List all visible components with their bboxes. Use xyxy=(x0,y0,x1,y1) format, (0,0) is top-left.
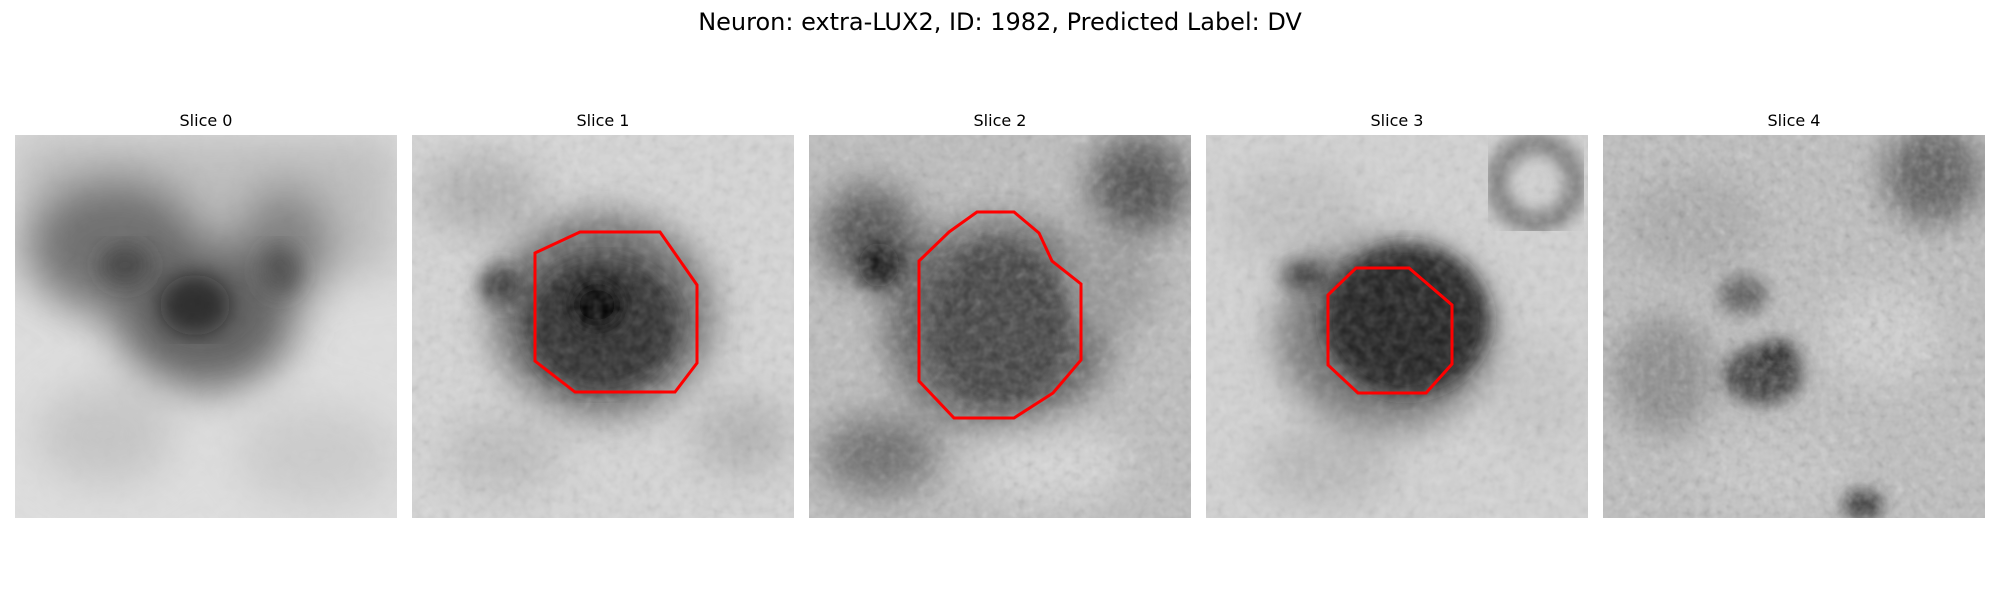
microscopy-slice-image xyxy=(412,135,794,518)
roi-contour xyxy=(1326,266,1454,395)
figure-title: Neuron: extra-LUX2, ID: 1982, Predicted … xyxy=(698,8,1302,36)
slice-panel-4: Slice 4 xyxy=(1603,108,1985,518)
slice-title: Slice 0 xyxy=(179,111,233,130)
microscopy-slice-image xyxy=(1206,135,1588,518)
microscopy-slice-image xyxy=(809,135,1191,518)
slice-title: Slice 1 xyxy=(576,111,630,130)
slice-title: Slice 3 xyxy=(1370,111,1424,130)
microscopy-slice-image xyxy=(1603,135,1985,518)
slice-panel-1: Slice 1 xyxy=(412,108,794,518)
microscopy-slice-image xyxy=(15,135,397,518)
roi-contour xyxy=(917,210,1083,420)
roi-contour xyxy=(533,230,699,394)
slice-title: Slice 2 xyxy=(973,111,1027,130)
slice-panel-3: Slice 3 xyxy=(1206,108,1588,518)
slice-panel-2: Slice 2 xyxy=(809,108,1191,518)
slice-panel-0: Slice 0 xyxy=(15,108,397,518)
slice-title: Slice 4 xyxy=(1767,111,1821,130)
